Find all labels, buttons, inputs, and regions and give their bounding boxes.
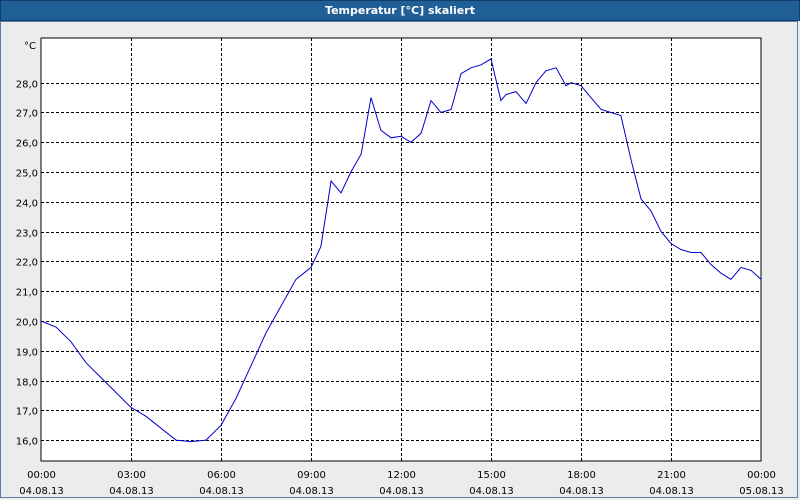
y-tick-label: 27,0 <box>16 109 38 120</box>
y-tick-label: 28,0 <box>16 80 38 91</box>
x-tick-date-label: 05.08.13 <box>739 486 784 497</box>
chart-title: Temperatur [°C] skaliert <box>0 0 800 21</box>
x-tick-date-label: 04.08.13 <box>289 486 334 497</box>
x-tick-time-label: 18:00 <box>567 470 596 481</box>
y-tick-label: 19,0 <box>16 348 38 359</box>
x-tick-time-label: 00:00 <box>27 470 56 481</box>
x-tick-time-label: 00:00 <box>747 470 776 481</box>
x-tick-date-label: 04.08.13 <box>109 486 154 497</box>
y-tick-label: 16,0 <box>16 437 38 448</box>
x-tick-time-label: 06:00 <box>207 470 236 481</box>
y-tick-label: 25,0 <box>16 169 38 180</box>
x-tick-time-label: 09:00 <box>297 470 326 481</box>
x-tick-time-label: 12:00 <box>387 470 416 481</box>
y-tick-label: 18,0 <box>16 378 38 389</box>
y-axis-unit-label: °C <box>24 41 36 52</box>
y-tick-label: 23,0 <box>16 229 38 240</box>
y-tick-label: 24,0 <box>16 199 38 210</box>
x-tick-date-label: 04.08.13 <box>19 486 64 497</box>
temperature-series-line <box>40 58 762 443</box>
y-tick-label: 21,0 <box>16 288 38 299</box>
y-tick-label: 26,0 <box>16 139 38 150</box>
x-tick-date-label: 04.08.13 <box>559 486 604 497</box>
y-tick-label: 17,0 <box>16 407 38 418</box>
x-tick-time-label: 21:00 <box>657 470 686 481</box>
x-tick-date-label: 04.08.13 <box>199 486 244 497</box>
y-tick-label: 20,0 <box>16 318 38 329</box>
x-tick-time-label: 03:00 <box>117 470 146 481</box>
x-tick-date-label: 04.08.13 <box>379 486 424 497</box>
x-tick-date-label: 04.08.13 <box>649 486 694 497</box>
y-tick-label: 22,0 <box>16 258 38 269</box>
x-tick-date-label: 04.08.13 <box>469 486 514 497</box>
x-tick-time-label: 15:00 <box>477 470 506 481</box>
